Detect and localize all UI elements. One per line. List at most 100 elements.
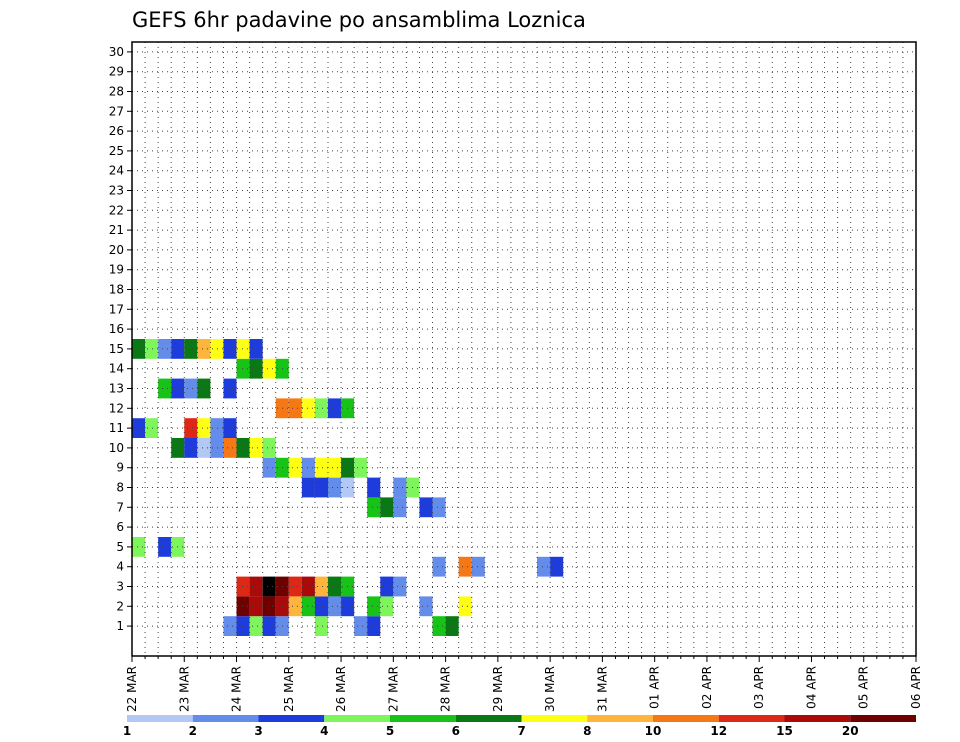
x-tick-label: 04 APR <box>804 666 818 709</box>
y-tick-label: 29 <box>109 65 124 79</box>
colorbar-label: 10 <box>645 724 662 738</box>
y-tick-label: 15 <box>109 342 124 356</box>
heatmap-cell <box>249 438 263 458</box>
heatmap-cell <box>145 418 159 438</box>
heatmap-cell <box>132 418 146 438</box>
heatmap-cell <box>354 457 368 478</box>
y-tick-label: 1 <box>116 619 124 633</box>
heatmap-cell <box>301 457 315 478</box>
heatmap-cell <box>197 438 211 458</box>
heatmap-cell <box>223 418 237 438</box>
colorbar-label: 8 <box>583 724 591 738</box>
heatmap-cell <box>314 398 328 419</box>
heatmap-cell <box>328 477 342 498</box>
heatmap-cell <box>262 358 276 379</box>
heatmap-cell <box>262 596 276 617</box>
heatmap-cell <box>314 477 328 498</box>
colorbar: 1 2 3 4 5 6 7 8 10 12 15 20 <box>123 715 916 738</box>
y-tick-label: 6 <box>116 520 124 534</box>
y-tick-label: 22 <box>109 203 124 217</box>
x-tick-label: 29 MAR <box>491 666 505 712</box>
heatmap-cell <box>314 576 328 597</box>
colorbar-label: 20 <box>842 724 859 738</box>
heatmap-cell <box>367 616 381 636</box>
heatmap-cell <box>432 556 446 577</box>
x-tick-label: 25 MAR <box>282 666 296 712</box>
colorbar-swatch <box>521 715 588 722</box>
y-tick-label: 8 <box>116 481 124 495</box>
heatmap-cell <box>419 497 433 518</box>
heatmap-cell <box>236 438 250 458</box>
heatmap-cell <box>184 339 198 359</box>
heatmap-cells <box>132 339 564 636</box>
colorbar-swatch <box>127 715 193 722</box>
x-tick-label: 05 APR <box>857 666 871 709</box>
heatmap-cell <box>393 497 407 518</box>
colorbar-swatch <box>587 715 653 722</box>
y-tick-label: 27 <box>109 104 124 118</box>
y-tick-label: 7 <box>116 500 124 514</box>
heatmap-cell <box>380 596 394 617</box>
y-tick-label: 10 <box>109 441 124 455</box>
x-tick-label: 26 MAR <box>334 666 348 712</box>
y-tick-label: 14 <box>109 362 124 376</box>
y-tick-label: 16 <box>109 322 124 336</box>
x-tick-label: 01 APR <box>648 666 662 709</box>
x-tick-label: 31 MAR <box>595 666 609 712</box>
x-tick-label: 02 APR <box>700 666 714 709</box>
y-tick-label: 17 <box>109 302 124 316</box>
heatmap-cell <box>367 596 381 617</box>
heatmap-cell <box>550 556 564 577</box>
heatmap-cell <box>314 596 328 617</box>
heatmap-cell <box>223 378 237 399</box>
y-tick-label: 21 <box>109 223 124 237</box>
heatmap-cell <box>314 457 328 478</box>
colorbar-swatch <box>192 715 259 722</box>
x-tick-label: 06 APR <box>909 666 923 709</box>
grid-lines <box>131 42 917 656</box>
heatmap-cell <box>223 339 237 359</box>
heatmap-cell <box>132 339 146 359</box>
heatmap-cell <box>471 556 485 577</box>
colorbar-swatch <box>455 715 522 722</box>
heatmap-cell <box>184 378 198 399</box>
heatmap-cell <box>236 339 250 359</box>
y-tick-label: 23 <box>109 184 124 198</box>
x-tick-label: 24 MAR <box>230 666 244 712</box>
colorbar-label: 7 <box>517 724 525 738</box>
heatmap-cell <box>223 438 237 458</box>
y-tick-label: 13 <box>109 382 124 396</box>
heatmap-cell <box>145 339 159 359</box>
heatmap-cell <box>249 616 263 636</box>
heatmap-cell <box>262 616 276 636</box>
y-tick-label: 5 <box>116 540 124 554</box>
heatmap-cell <box>367 477 381 498</box>
y-tick-label: 3 <box>116 580 124 594</box>
heatmap-cell <box>419 596 433 617</box>
heatmap-cell <box>301 576 315 597</box>
colorbar-label: 12 <box>710 724 727 738</box>
heatmap-cell <box>184 438 198 458</box>
heatmap-cell <box>432 616 446 636</box>
heatmap-cell <box>288 596 302 617</box>
y-tick-label: 30 <box>109 45 124 59</box>
heatmap-cell <box>210 339 224 359</box>
heatmap-cell <box>432 497 446 518</box>
heatmap-cell <box>288 398 302 419</box>
heatmap-cell <box>184 418 198 438</box>
y-tick-label: 28 <box>109 85 124 99</box>
heatmap-cell <box>393 576 407 597</box>
heatmap-cell <box>249 576 263 597</box>
y-tick-label: 19 <box>109 263 124 277</box>
heatmap-cell <box>380 576 394 597</box>
heatmap-cell <box>236 616 250 636</box>
heatmap-cell <box>132 537 146 557</box>
heatmap-cell <box>262 438 276 458</box>
heatmap-cell <box>328 457 342 478</box>
heatmap-cell <box>393 477 407 498</box>
x-tick-label: 28 MAR <box>439 666 453 712</box>
x-tick-label: 27 MAR <box>386 666 400 712</box>
heatmap-cell <box>314 616 328 636</box>
x-axis-ticks: 22 MAR 23 MAR 24 MAR 25 MAR 26 MAR 27 MAR 28 M… <box>125 656 923 712</box>
heatmap-cell <box>367 497 381 518</box>
